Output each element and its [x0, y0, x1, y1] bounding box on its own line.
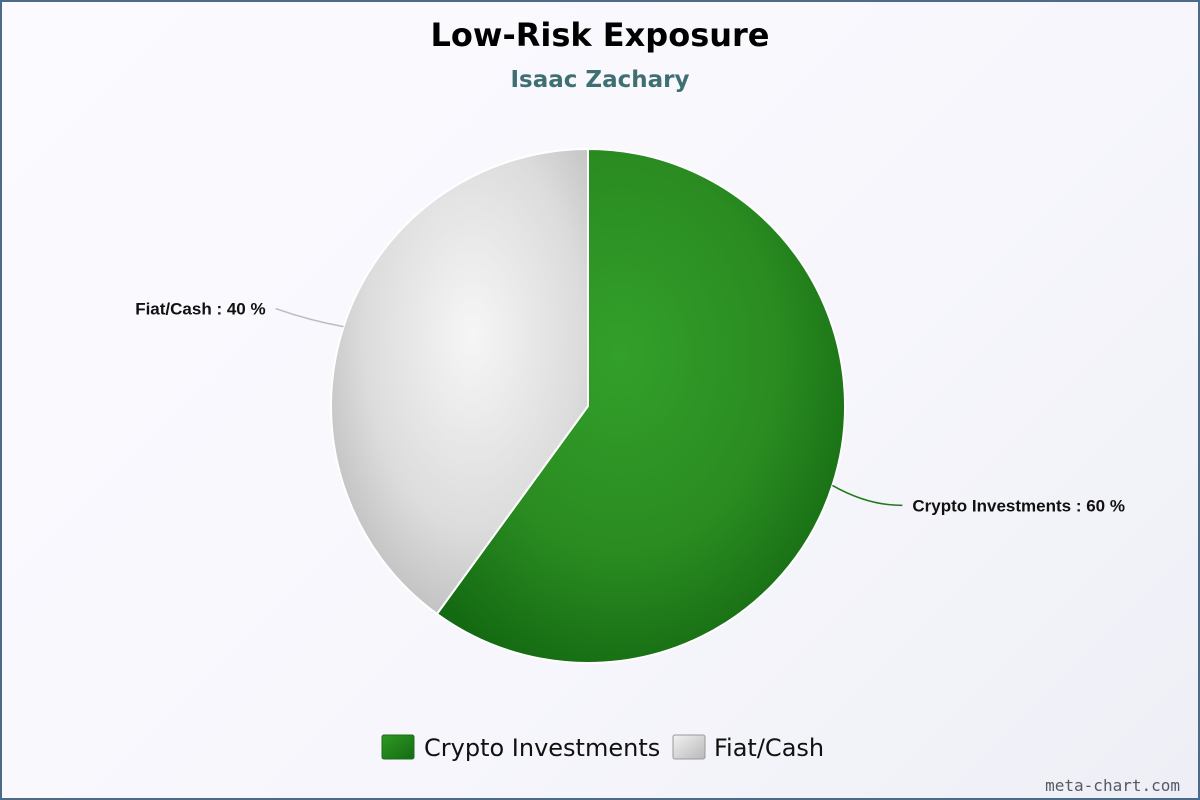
- legend-swatch-crypto-investments: [381, 734, 415, 760]
- chart-title: Low-Risk Exposure: [431, 16, 770, 54]
- slice-label-fiat-cash: Fiat/Cash : 40 %: [135, 300, 265, 319]
- pie-slice-fiat-cash: [330, 147, 589, 616]
- watermark: meta-chart.com: [1045, 776, 1180, 795]
- pie-slice-crypto-investments: [435, 147, 846, 664]
- legend-label-crypto-investments: Crypto Investments: [424, 734, 660, 762]
- legend-label-fiat-cash: Fiat/Cash: [714, 734, 824, 762]
- label-connectors: [275, 307, 903, 507]
- legend-swatch-fiat-cash: [672, 734, 706, 760]
- chart-subtitle: Isaac Zachary: [511, 67, 690, 93]
- slice-labels: Crypto Investments : 60 % Fiat/Cash : 40 …: [135, 300, 1125, 516]
- legend: Crypto Investments Fiat/Cash: [381, 734, 824, 762]
- pie-slices: [330, 147, 846, 664]
- slice-label-crypto-investments: Crypto Investments : 60 %: [912, 496, 1125, 515]
- connector-crypto-investments: [832, 484, 903, 507]
- connector-fiat-cash: [275, 307, 344, 328]
